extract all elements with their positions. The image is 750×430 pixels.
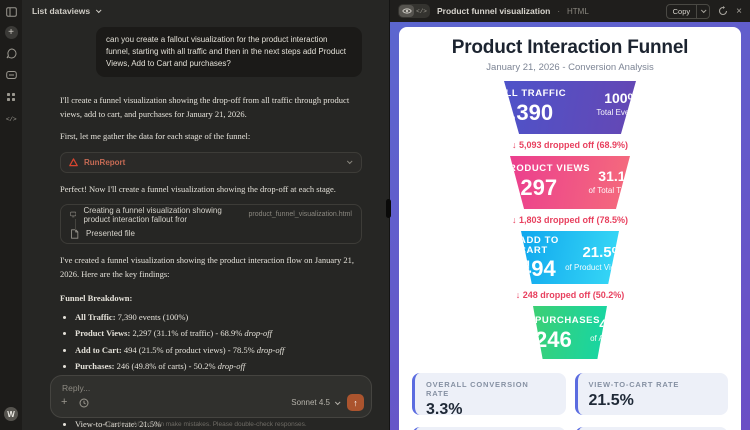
assistant-paragraph: I'll create a funnel visualization showi… — [60, 95, 350, 119]
preview-eye-icon[interactable] — [399, 5, 414, 17]
document-icon — [71, 228, 79, 239]
breakdown-heading: Funnel Breakdown: — [60, 293, 133, 303]
sidebar-toggle-icon[interactable] — [3, 4, 19, 20]
list-item: Add to Cart: 494 (21.5% of product views… — [75, 344, 362, 356]
list-item: View-to-Cart rate: 21.5% — [75, 418, 362, 430]
history-clock-icon[interactable] — [79, 398, 89, 408]
metric-cards-grid: OVERALL CONVERSION RATE 3.3% VIEW-TO-CAR… — [412, 373, 728, 430]
creating-file-text: Creating a funnel visualization showing … — [83, 205, 222, 224]
model-selector[interactable]: Sonnet 4.5 — [291, 398, 341, 407]
file-name: product_funnel_visualization.html — [248, 211, 352, 218]
monitor-icon — [70, 211, 77, 218]
list-item: Product Views: 2,297 (31.1% of traffic) … — [75, 327, 362, 339]
projects-box-icon[interactable] — [3, 67, 19, 83]
left-sidebar: + </> W — [0, 0, 22, 430]
artifact-file-card: Creating a funnel visualization showing … — [60, 204, 362, 244]
creating-file-row[interactable]: Creating a funnel visualization showing … — [61, 205, 361, 224]
code-view-icon[interactable]: </> — [416, 7, 427, 15]
presented-file-text: Presented file — [86, 229, 135, 238]
metric-card: VIEW-TO-CART RATE 21.5% — [574, 373, 728, 415]
reply-input[interactable] — [62, 383, 360, 393]
funnel-subtitle: January 21, 2026 - Conversion Analysis — [486, 62, 654, 73]
metric-card — [412, 427, 566, 430]
toolcall-label: RunReport — [84, 157, 126, 167]
reply-composer[interactable]: + Sonnet 4.5 ↑ — [50, 375, 372, 418]
funnel-title: Product Interaction Funnel — [451, 37, 689, 58]
chevron-down-icon — [701, 7, 707, 14]
funnel-card: Product Interaction Funnel January 21, 2… — [399, 27, 741, 430]
user-avatar[interactable]: W — [4, 407, 18, 421]
dropoff-label: ↓ 5,093 dropped off (68.9%) — [511, 140, 629, 150]
model-name: Sonnet 4.5 — [291, 398, 330, 407]
run-report-toolcall[interactable]: RunReport — [60, 151, 362, 173]
attach-plus-icon[interactable]: + — [61, 396, 68, 408]
dropoff-label: ↓ 248 dropped off (50.2%) — [515, 290, 625, 300]
dropoff-label: ↓ 1,803 dropped off (78.5%) — [511, 215, 629, 225]
artifact-type-badge: HTML — [567, 6, 589, 16]
chat-panel: List dataviews can you create a fallout … — [22, 0, 389, 430]
axiom-logo-icon — [69, 157, 78, 166]
chat-topbar[interactable]: List dataviews — [22, 0, 389, 22]
panel-resize-handle[interactable] — [386, 199, 391, 218]
send-button[interactable]: ↑ — [347, 394, 364, 411]
artifact-header: </> Product funnel visualization · HTML … — [390, 0, 750, 22]
funnel-stage-product-views: PRODUCT VIEWS2,297 31.1%of Total Traffic — [510, 156, 630, 209]
user-message-bubble: can you create a fallout visualization f… — [96, 27, 362, 77]
chat-scroll-area[interactable]: can you create a fallout visualization f… — [22, 22, 389, 430]
step-connector-line — [75, 219, 76, 230]
copy-button[interactable]: Copy — [665, 3, 711, 19]
chevron-down-icon — [346, 158, 353, 165]
presented-file-row[interactable]: Presented file — [61, 224, 361, 243]
chevron-down-icon — [95, 7, 102, 14]
apps-grid-icon[interactable] — [3, 89, 19, 105]
copy-dropdown[interactable] — [696, 4, 709, 18]
assistant-paragraph: Perfect! Now I'll create a funnel visual… — [60, 183, 336, 194]
metric-card: OVERALL CONVERSION RATE 3.3% — [412, 373, 566, 418]
assistant-paragraph: First, let me gather the data for each s… — [60, 131, 251, 141]
separator-dot: · — [557, 6, 561, 16]
close-icon[interactable]: × — [736, 5, 742, 17]
chats-icon[interactable] — [3, 45, 19, 61]
topbar-title: List dataviews — [32, 6, 91, 16]
chevron-down-icon — [334, 398, 341, 405]
artifact-panel: </> Product funnel visualization · HTML … — [389, 0, 750, 430]
view-toggle: </> — [398, 4, 430, 18]
new-chat-plus-icon[interactable]: + — [4, 26, 18, 39]
breakdown-list: All Traffic: 7,390 events (100%) Product… — [60, 311, 362, 373]
list-item: All Traffic: 7,390 events (100%) — [75, 311, 362, 323]
artifact-title: Product funnel visualization — [437, 6, 551, 16]
artifact-preview-background: Product Interaction Funnel January 21, 2… — [390, 22, 750, 430]
refresh-icon[interactable] — [718, 6, 728, 16]
assistant-paragraph: I've created a funnel visualization show… — [60, 255, 354, 279]
code-icon[interactable]: </> — [5, 115, 17, 123]
list-item: Purchases: 246 (49.8% of carts) - 50.2% … — [75, 360, 362, 372]
ai-disclaimer: Claude is AI and can make mistakes. Plea… — [104, 421, 307, 428]
